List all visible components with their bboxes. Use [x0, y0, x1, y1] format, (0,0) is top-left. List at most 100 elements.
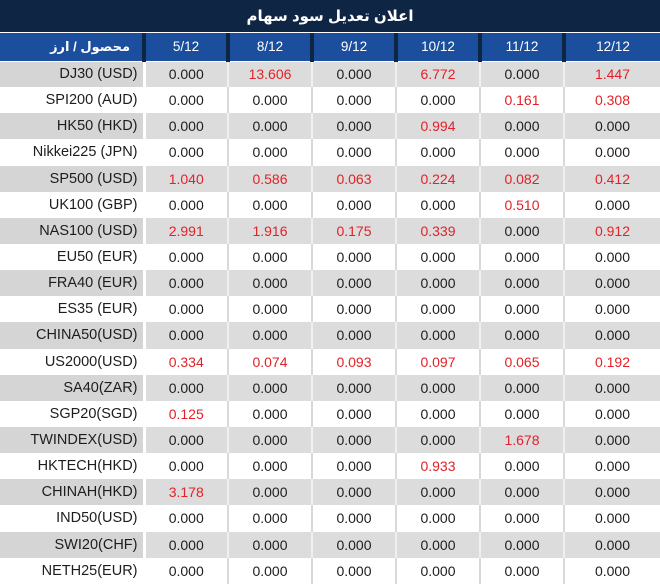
dividend-value: 0.000	[564, 505, 660, 532]
dividend-value: 0.000	[396, 191, 481, 218]
product-label: HKTECH(HKD)	[0, 453, 146, 480]
dividend-table-body: DJ30 (USD) 0.000 13.606 0.000 6.772 0.000 1.44…	[0, 61, 660, 584]
dividend-value: 0.000	[480, 479, 565, 506]
table-row: CHINA50(USD) 0.000 0.000 0.000 0.000 0.000 0.0…	[0, 322, 660, 349]
dividend-value: 0.000	[480, 453, 565, 480]
dividend-value: 0.000	[480, 505, 565, 532]
table-row: SWI20(CHF) 0.000 0.000 0.000 0.000 0.000 0.000	[0, 531, 660, 558]
dividend-value: 0.000	[144, 505, 229, 532]
table-row: HK50 (HKD) 0.000 0.000 0.000 0.994 0.000 0.000	[0, 113, 660, 140]
date-column-header: 8/12	[228, 33, 314, 62]
table-row: ES35 (EUR) 0.000 0.000 0.000 0.000 0.000 0.000	[0, 296, 660, 323]
dividend-value: 0.308	[564, 87, 660, 114]
dividend-value: 0.000	[312, 505, 397, 532]
dividend-value: 0.000	[144, 113, 229, 140]
dividend-value: 0.000	[396, 374, 481, 401]
product-label: SWI20(CHF)	[0, 531, 146, 558]
dividend-value: 0.000	[312, 426, 397, 454]
dividend-value: 0.000	[396, 426, 481, 454]
dividend-value: 0.000	[312, 322, 397, 349]
product-label: FRA40 (EUR)	[0, 270, 146, 297]
table-row: EU50 (EUR) 0.000 0.000 0.000 0.000 0.000 0.000	[0, 243, 660, 271]
dividend-value: 0.000	[228, 270, 313, 297]
dividend-table: محصول / ارز 5/12 8/12 9/12 10/12 11/12 12/12 …	[0, 33, 660, 584]
product-label: US2000(USD)	[0, 348, 146, 375]
dividend-value: 0.994	[396, 113, 481, 140]
dividend-value: 2.991	[144, 217, 229, 244]
table-row: SPI200 (AUD) 0.000 0.000 0.000 0.000 0.161 0.3…	[0, 87, 660, 114]
dividend-value: 0.000	[228, 400, 313, 427]
dividend-value: 0.000	[564, 139, 660, 166]
dividend-value: 0.000	[312, 531, 397, 558]
dividend-value: 0.000	[564, 557, 660, 584]
dividend-value: 0.000	[228, 87, 313, 114]
dividend-value: 0.093	[312, 348, 397, 375]
table-header-row: محصول / ارز 5/12 8/12 9/12 10/12 11/12 12/12	[0, 33, 660, 62]
dividend-value: 0.000	[144, 139, 229, 166]
dividend-value: 0.000	[480, 400, 565, 427]
product-label: Nikkei225 (JPN)	[0, 139, 146, 166]
dividend-value: 0.412	[564, 165, 660, 192]
dividend-value: 1.916	[228, 217, 313, 244]
date-column-header: 11/12	[480, 33, 566, 62]
product-label: SA40(ZAR)	[0, 374, 146, 401]
dividend-value: 0.000	[144, 270, 229, 297]
dividend-value: 0.074	[228, 348, 313, 375]
dividend-value: 0.000	[564, 374, 660, 401]
dividend-value: 0.000	[144, 61, 229, 88]
dividend-value: 0.000	[144, 87, 229, 114]
dividend-value: 0.586	[228, 165, 313, 192]
dividend-value: 0.000	[480, 61, 565, 88]
product-label: SGP20(SGD)	[0, 400, 146, 427]
table-row: SGP20(SGD) 0.125 0.000 0.000 0.000 0.000 0.000	[0, 400, 660, 427]
dividend-value: 0.000	[396, 479, 481, 506]
product-label: IND50(USD)	[0, 505, 146, 532]
product-label: CHINA50(USD)	[0, 322, 146, 349]
dividend-value: 0.000	[564, 191, 660, 218]
product-label: HK50 (HKD)	[0, 113, 146, 140]
dividend-value: 0.000	[144, 322, 229, 349]
product-label: EU50 (EUR)	[0, 243, 146, 271]
dividend-value: 0.000	[228, 453, 313, 480]
table-row: Nikkei225 (JPN) 0.000 0.000 0.000 0.000 0.000…	[0, 139, 660, 166]
dividend-value: 0.000	[228, 531, 313, 558]
dividend-value: 0.000	[480, 139, 565, 166]
product-label: SPI200 (AUD)	[0, 87, 146, 114]
table-row: UK100 (GBP) 0.000 0.000 0.000 0.000 0.510 0.00…	[0, 191, 660, 218]
date-column-header: 12/12	[564, 33, 660, 62]
dividend-value: 1.040	[144, 165, 229, 192]
dividend-value: 0.224	[396, 165, 481, 192]
table-row: NAS100 (USD) 2.991 1.916 0.175 0.339 0.000 0.9…	[0, 217, 660, 244]
dividend-value: 0.125	[144, 400, 229, 427]
table-row: IND50(USD) 0.000 0.000 0.000 0.000 0.000 0.000	[0, 505, 660, 532]
dividend-value: 0.000	[312, 479, 397, 506]
dividend-value: 0.000	[144, 531, 229, 558]
dividend-value: 0.000	[312, 243, 397, 271]
dividend-value: 0.000	[228, 296, 313, 323]
dividend-value: 0.000	[312, 400, 397, 427]
table-row: TWINDEX(USD) 0.000 0.000 0.000 0.000 1.678 0.0…	[0, 426, 660, 454]
dividend-value: 0.000	[396, 400, 481, 427]
dividend-value: 0.082	[480, 165, 565, 192]
dividend-value: 0.000	[312, 270, 397, 297]
table-row: HKTECH(HKD) 0.000 0.000 0.000 0.933 0.000 0.00…	[0, 453, 660, 480]
date-column-header: 5/12	[144, 33, 230, 62]
dividend-value: 0.000	[312, 557, 397, 584]
dividend-value: 0.161	[480, 87, 565, 114]
dividend-value: 0.000	[480, 322, 565, 349]
dividend-value: 0.000	[396, 296, 481, 323]
dividend-value: 6.772	[396, 61, 481, 88]
dividend-value: 0.000	[144, 296, 229, 323]
table-row: DJ30 (USD) 0.000 13.606 0.000 6.772 0.000 1.44…	[0, 61, 660, 88]
dividend-value: 0.063	[312, 165, 397, 192]
product-label: NAS100 (USD)	[0, 217, 146, 244]
product-label: SP500 (USD)	[0, 165, 146, 192]
dividend-value: 0.000	[480, 113, 565, 140]
dividend-value: 1.678	[480, 426, 565, 454]
dividend-value: 0.000	[480, 243, 565, 271]
dividend-value: 13.606	[228, 61, 313, 88]
dividend-value: 0.000	[480, 374, 565, 401]
dividend-value: 0.000	[480, 217, 565, 244]
dividend-value: 0.000	[396, 557, 481, 584]
panel-title: اعلان تعديل سود سهام	[0, 0, 660, 33]
